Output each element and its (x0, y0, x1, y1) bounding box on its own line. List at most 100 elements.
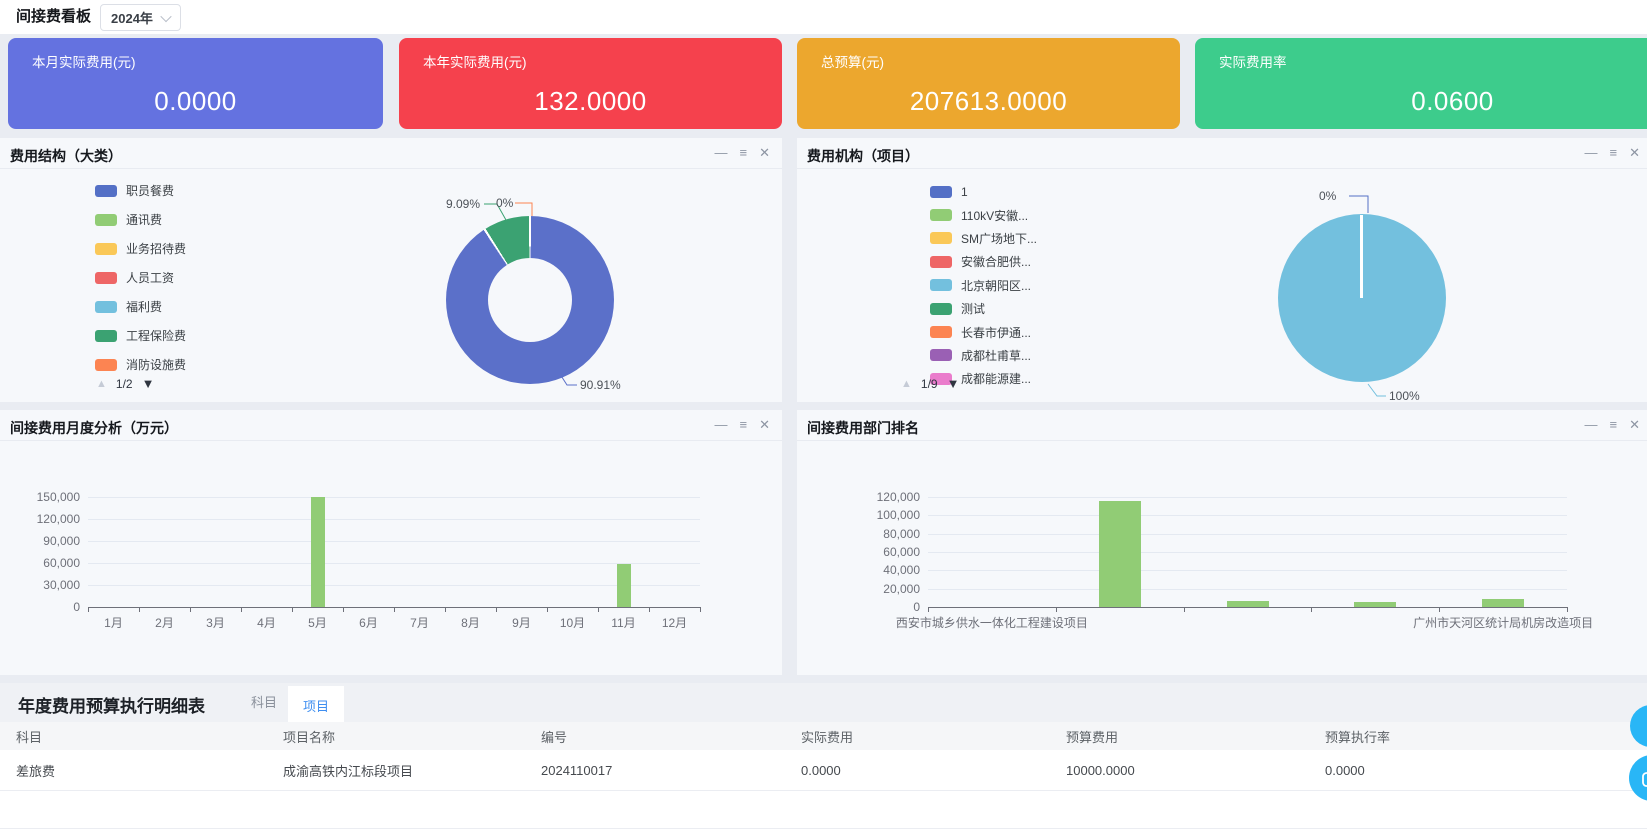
panel-monthly-analysis: 间接费用月度分析（万元） — ≡ ✕ 0 30,000 60,000 90,000 12… (0, 410, 782, 675)
legend-item[interactable]: 安徽合肥供... (930, 250, 1037, 273)
kpi-label: 总预算(元) (821, 55, 884, 70)
legend-page-indicator: 1/2 (115, 376, 133, 391)
table-row[interactable]: 差旅费 成渝高铁内江标段项目 2024110017 0.0000 10000.0000 0… (0, 750, 1647, 791)
menu-icon[interactable]: ≡ (739, 417, 748, 432)
slice-label: 0% (1319, 189, 1337, 203)
menu-icon[interactable]: ≡ (739, 145, 748, 160)
legend-label: SM广场地下... (961, 231, 1038, 246)
legend-item[interactable]: 人员工资 (95, 263, 186, 292)
chat-bot-button[interactable] (1629, 755, 1647, 801)
table-divider (0, 828, 1647, 829)
chat-bot-icon (1642, 772, 1647, 787)
x-axis-label: 6月 (359, 616, 378, 630)
minimize-icon[interactable]: — (1584, 145, 1598, 160)
legend-item[interactable]: SM广场地下... (930, 227, 1037, 250)
x-axis-label: 9月 (512, 616, 531, 630)
tab-subject[interactable]: 科目 (250, 695, 277, 710)
axis-tick (190, 607, 191, 612)
legend-item[interactable]: 110kV安徽... (930, 203, 1037, 226)
axis-tick (241, 607, 242, 612)
legend-label: 北京朝阳区... (961, 278, 1032, 293)
panel-cost-org: 费用机构（项目） — ≡ ✕ 1 110kV安徽... SM广场地下... 安徽合肥供… (797, 138, 1647, 403)
close-icon[interactable]: ✕ (1629, 145, 1640, 160)
panel-header: 费用结构（大类） — ≡ ✕ (0, 138, 782, 169)
y-axis-label: 30,000 (43, 578, 80, 592)
axis-line (928, 607, 1567, 608)
slice-label: 90.91% (580, 378, 621, 392)
axis-tick (292, 607, 293, 612)
kpi-card-total-budget: 总预算(元) 207613.0000 (797, 38, 1180, 129)
gridline (88, 519, 700, 520)
y-axis-label: 90,000 (43, 534, 80, 548)
year-selector[interactable]: 2024年 (100, 4, 181, 31)
minimize-icon[interactable]: — (714, 417, 728, 432)
section-title: 年度费用预算执行明细表 (18, 697, 205, 716)
legend-item[interactable]: 长春市伊通... (930, 320, 1037, 343)
gridline (928, 533, 1567, 535)
panel-title: 间接费用部门排名 (807, 420, 919, 436)
legend-item[interactable]: 1 (930, 180, 1037, 203)
minimize-icon[interactable]: — (1584, 417, 1598, 432)
legend-item[interactable]: 工程保险费 (95, 321, 186, 350)
legend-item[interactable]: 福利费 (95, 292, 186, 321)
close-icon[interactable]: ✕ (759, 145, 770, 160)
panel-title: 间接费用月度分析（万元） (10, 420, 178, 436)
y-axis-label: 80,000 (883, 526, 920, 541)
bar[interactable] (1098, 500, 1141, 607)
bar[interactable] (1226, 601, 1269, 607)
legend-label: 福利费 (126, 300, 163, 314)
legend-page-up-icon[interactable]: ▲ (901, 377, 912, 390)
legend-swatch-icon (95, 271, 117, 284)
gridline (88, 563, 700, 564)
legend-page-down-icon[interactable]: ▼ (946, 376, 960, 391)
menu-icon[interactable]: ≡ (1609, 417, 1618, 432)
bar[interactable] (1354, 602, 1397, 607)
y-axis-label: 0 (73, 600, 80, 614)
legend-swatch-icon (930, 372, 952, 385)
kpi-card-actual-rate: 实际费用率 0.0600 (1195, 38, 1647, 129)
slice-label: 9.09% (445, 197, 480, 211)
bar[interactable] (1482, 599, 1525, 607)
x-axis-label: 10月 (559, 616, 586, 630)
legend-label: 成都能源建... (961, 372, 1032, 387)
close-icon[interactable]: ✕ (759, 417, 770, 432)
y-axis-label: 120,000 (36, 512, 80, 526)
axis-tick (445, 607, 446, 612)
menu-icon[interactable]: ≡ (1609, 145, 1618, 160)
legend-item[interactable]: 通讯费 (95, 205, 186, 234)
y-axis-label: 60,000 (883, 545, 920, 559)
slice-label: 0% (496, 196, 514, 210)
pie-chart[interactable] (1278, 214, 1446, 382)
kpi-label: 实际费用率 (1219, 55, 1287, 70)
legend-page-down-icon[interactable]: ▼ (141, 376, 155, 391)
column-header: 实际费用 (801, 729, 854, 745)
year-selector-value: 2024年 (111, 11, 153, 26)
minimize-icon[interactable]: — (714, 145, 728, 160)
panel-title: 费用结构（大类） (10, 148, 122, 164)
legend-item[interactable]: 成都能源建... (930, 367, 1037, 390)
axis-tick (649, 607, 650, 612)
legend-item[interactable]: 职员餐费 (95, 176, 186, 205)
kpi-card-month-actual: 本月实际费用(元) 0.0000 (8, 38, 383, 129)
kpi-value: 0.0000 (154, 86, 237, 116)
legend-item[interactable]: 测试 (930, 297, 1037, 320)
bar[interactable] (310, 497, 325, 607)
legend-item[interactable]: 消防设施费 (95, 350, 186, 379)
legend-page-up-icon[interactable]: ▲ (96, 377, 107, 390)
legend-item[interactable]: 业务招待费 (95, 234, 186, 263)
donut-chart[interactable] (446, 216, 614, 384)
legend-label: 工程保险费 (126, 329, 187, 343)
legend-item[interactable]: 成都杜甫草... (930, 344, 1037, 367)
x-axis-label: 11月 (611, 616, 636, 630)
bar[interactable] (616, 564, 631, 607)
legend-label: 职员餐费 (126, 184, 175, 198)
legend-swatch-icon (930, 209, 952, 222)
panel-header: 费用机构（项目） — ≡ ✕ (797, 138, 1647, 169)
floating-action-button[interactable] (1630, 705, 1647, 747)
close-icon[interactable]: ✕ (1629, 417, 1640, 432)
y-axis-label: 120,000 (876, 490, 920, 504)
table-cell: 0.0000 (801, 762, 841, 778)
y-axis-label: 100,000 (876, 508, 920, 523)
legend-item[interactable]: 北京朝阳区... (930, 274, 1037, 297)
legend-label: 通讯费 (126, 213, 163, 227)
